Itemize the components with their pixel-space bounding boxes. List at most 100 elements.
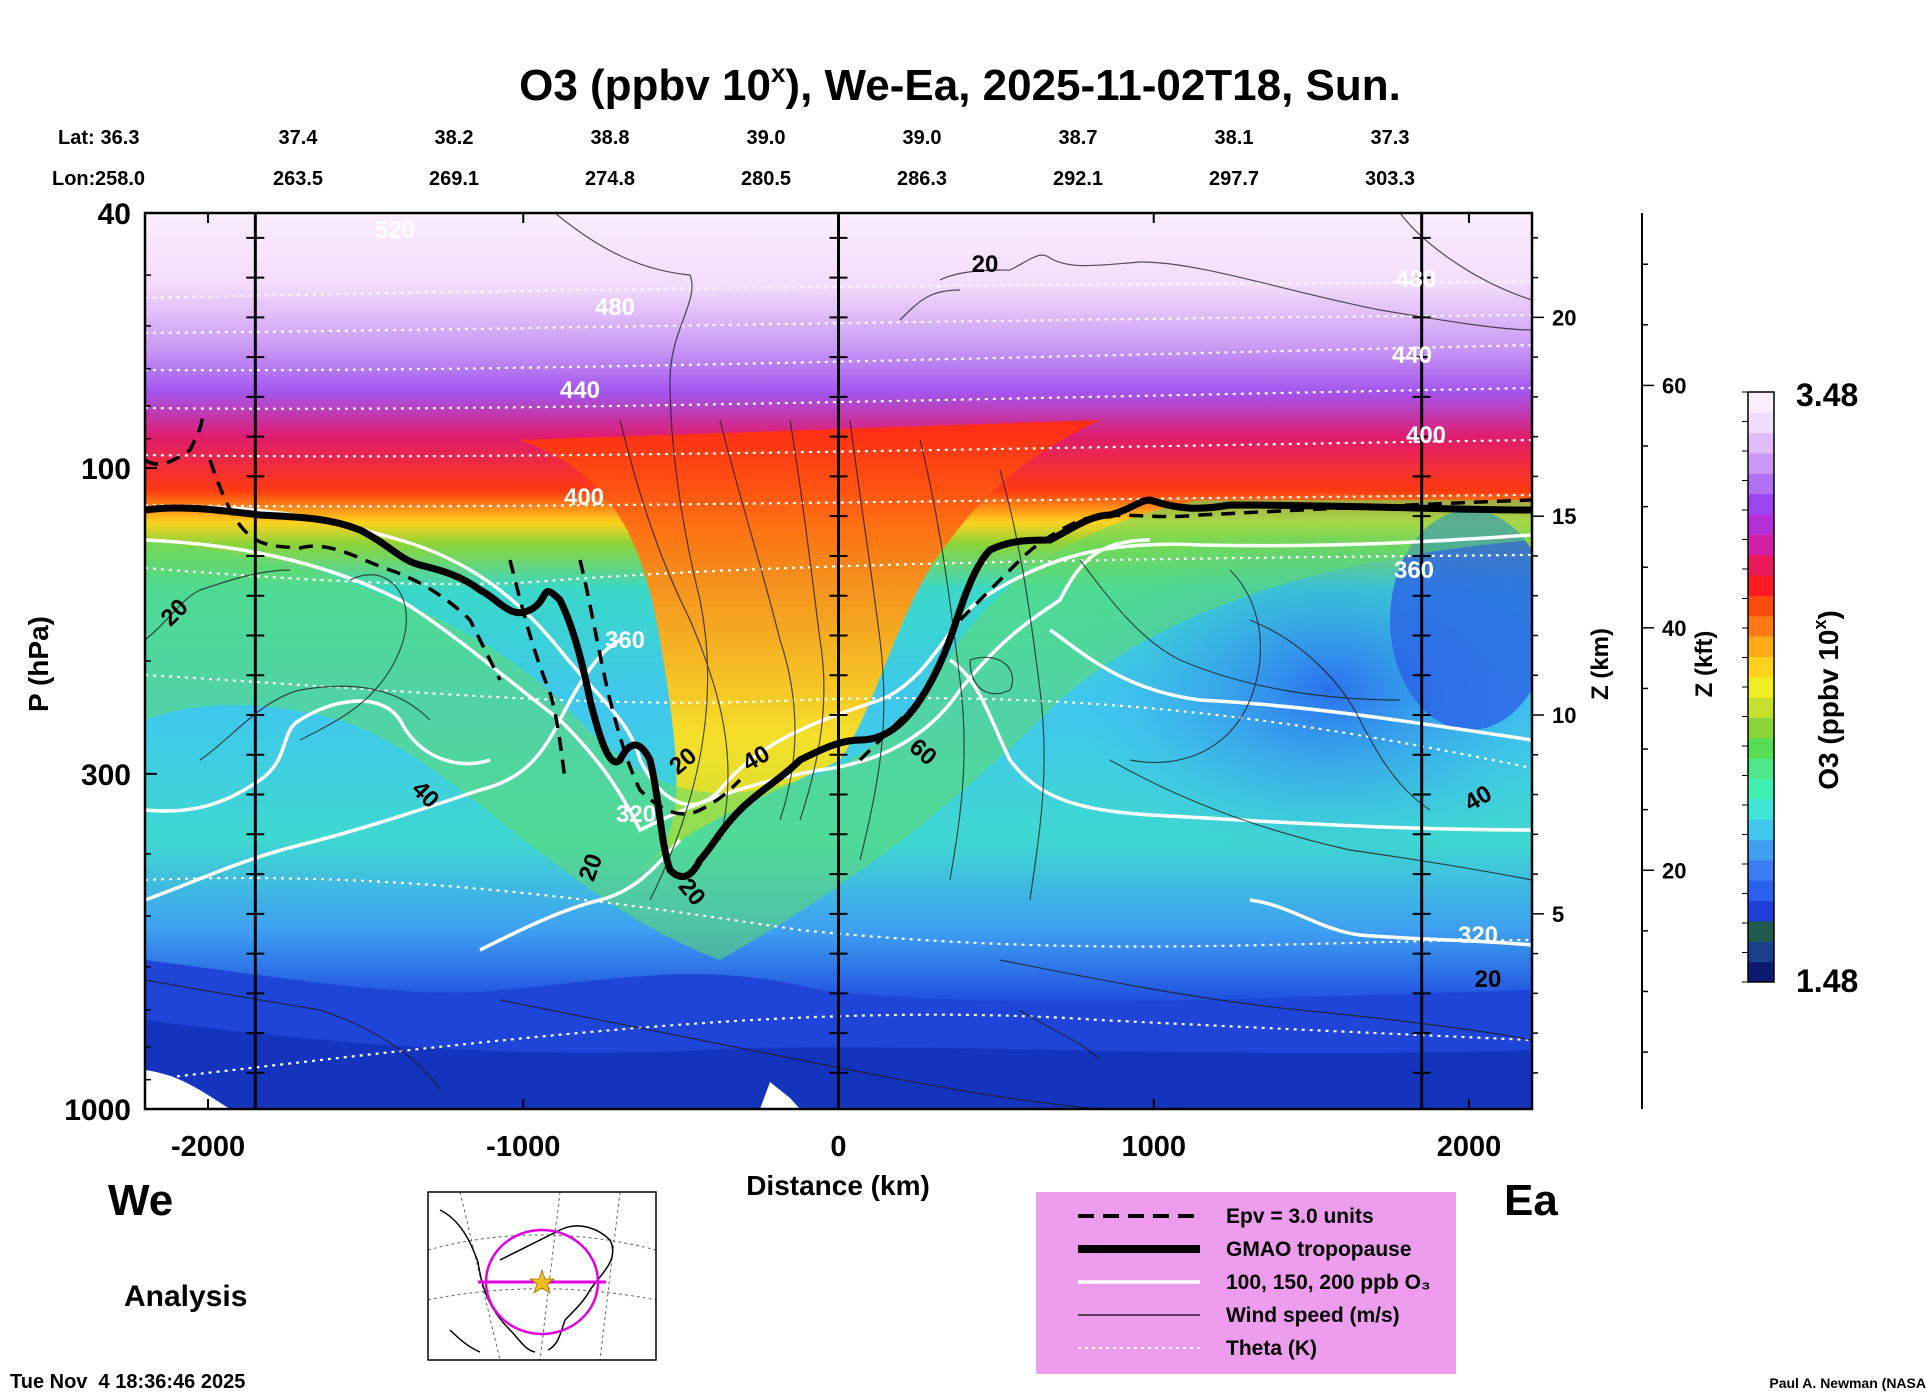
colorbar-swatch [1748, 615, 1774, 637]
z-kft-tick-label: 60 [1662, 373, 1686, 398]
colorbar-swatch [1748, 758, 1774, 780]
legend-item-label: Epv = 3.0 units [1226, 1205, 1374, 1228]
theta-contour-label: 440 [560, 377, 600, 404]
colorbar-swatch [1748, 595, 1774, 617]
star-icon [528, 1268, 556, 1294]
colorbar-swatch [1748, 534, 1774, 556]
colorbar-swatch [1748, 717, 1774, 739]
colorbar-swatch [1748, 636, 1774, 657]
theta-contour-label: 480 [1396, 266, 1436, 293]
y-tick-label: 40 [98, 198, 131, 231]
colorbar-swatch [1748, 493, 1774, 515]
east-label: Ea [1504, 1176, 1558, 1225]
lat-label: Lat: [58, 127, 95, 149]
wind-contour-label: 20 [972, 251, 999, 278]
legend: Epv = 3.0 units GMAO tropopause 100, 150, … [1036, 1192, 1456, 1374]
lat-value: 37.3 [1371, 127, 1410, 149]
lat-value: 39.0 [747, 127, 786, 149]
colorbar-min-label: 1.48 [1796, 963, 1858, 999]
x-tick-label: 1000 [1121, 1131, 1186, 1163]
colorbar-swatch [1748, 697, 1774, 719]
lon-value: 258.0 [95, 168, 145, 190]
colorbar-swatch [1748, 961, 1774, 983]
lon-label: Lon: [52, 168, 95, 190]
theta-contour-label: 320 [1458, 922, 1498, 949]
colorbar-swatch [1748, 656, 1774, 678]
legend-item-label: 100, 150, 200 ppb O₃ [1226, 1271, 1431, 1294]
lat-value: 38.8 [591, 127, 630, 149]
z-kft-tick-label: 40 [1662, 616, 1686, 641]
theta-contour-label: 440 [1392, 342, 1432, 369]
colorbar [1742, 391, 1775, 983]
colorbar-swatch [1748, 575, 1774, 596]
coastline-icon [439, 1209, 614, 1353]
lon-value: 286.3 [897, 168, 947, 190]
z-kft-tick-label: 20 [1662, 858, 1686, 883]
colorbar-swatch [1748, 432, 1774, 454]
legend-item-label: Wind speed (m/s) [1226, 1304, 1400, 1327]
y-axis-label-left: P (hPa) [23, 616, 54, 712]
y-tick-label: 300 [81, 759, 131, 792]
lat-value: 38.7 [1059, 127, 1098, 149]
legend-item-label: GMAO tropopause [1226, 1238, 1412, 1261]
colorbar-swatch [1748, 412, 1774, 434]
y-tick-label: 100 [81, 453, 131, 486]
inset-map [427, 1191, 657, 1361]
theta-contour-label: 400 [564, 484, 604, 511]
x-tick-label: -2000 [171, 1131, 245, 1163]
y-tick-label: 1000 [64, 1094, 131, 1127]
colorbar-swatch [1748, 392, 1774, 413]
chart-title: O3 (ppbv 10x), We-Ea, 2025-11-02T18, Sun… [519, 58, 1401, 110]
west-label: We [108, 1176, 173, 1225]
lon-value: 303.3 [1365, 168, 1415, 190]
x-axis-label: Distance (km) [746, 1170, 930, 1201]
colorbar-swatch [1748, 920, 1774, 942]
x-tick-label: 0 [830, 1131, 846, 1163]
colorbar-swatch [1748, 676, 1774, 698]
z-km-tick-label: 20 [1552, 305, 1576, 330]
lat-value: 39.0 [903, 127, 942, 149]
colorbar-swatch [1748, 880, 1774, 902]
lon-value: 274.8 [585, 168, 635, 190]
credit: Paul A. Newman (NASA [1769, 1375, 1926, 1391]
theta-contour-label: 480 [595, 294, 635, 321]
wind-contour-label: 20 [1475, 966, 1502, 993]
colorbar-swatch [1748, 453, 1774, 474]
z-km-tick-label: 15 [1552, 504, 1576, 529]
plot-area [145, 213, 1532, 1109]
colorbar-swatch [1748, 819, 1774, 841]
x-tick-label: -1000 [486, 1131, 560, 1163]
colorbar-swatch [1748, 839, 1774, 861]
analysis-label: Analysis [124, 1280, 247, 1313]
colorbar-swatch [1748, 737, 1774, 759]
y-axis-label-kft: Z (kft) [1691, 631, 1718, 698]
lat-value: 38.1 [1215, 127, 1254, 149]
theta-contour-label: 520 [375, 217, 415, 244]
lat-value: 36.3 [101, 127, 140, 149]
theta-contour-label: 400 [1406, 422, 1446, 449]
colorbar-swatch [1748, 900, 1774, 922]
colorbar-swatch [1748, 798, 1774, 820]
theta-contour-label: 360 [605, 627, 645, 654]
timestamp: Tue Nov 4 18:36:46 2025 [10, 1371, 245, 1393]
x-tick-label: 2000 [1437, 1131, 1502, 1163]
legend-item-label: Theta (K) [1226, 1337, 1317, 1360]
colorbar-swatch [1748, 554, 1774, 576]
z-km-tick-label: 10 [1552, 703, 1576, 728]
colorbar-label: O3 (ppbv 10x) [1810, 610, 1844, 790]
lat-value: 37.4 [279, 127, 319, 149]
lon-value: 269.1 [429, 168, 479, 190]
z-km-tick-label: 5 [1552, 902, 1564, 927]
colorbar-swatch [1748, 941, 1774, 963]
colorbar-swatch [1748, 778, 1774, 800]
colorbar-max-label: 3.48 [1796, 377, 1858, 413]
theta-contour-label: 360 [1394, 557, 1434, 584]
colorbar-swatch [1748, 473, 1774, 495]
lon-value: 297.7 [1209, 168, 1259, 190]
colorbar-swatch [1748, 859, 1774, 881]
lon-value: 280.5 [741, 168, 791, 190]
lon-value: 263.5 [273, 168, 323, 190]
colorbar-swatch [1748, 514, 1774, 535]
theta-contour-label: 320 [616, 801, 656, 828]
